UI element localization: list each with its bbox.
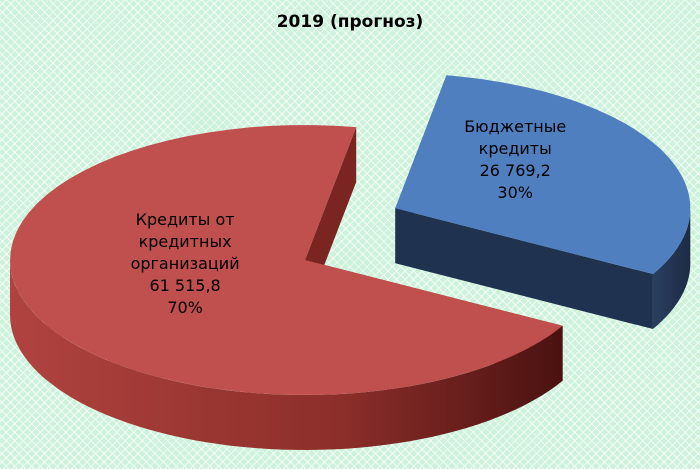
slice-label: Бюджетные кредиты 26 769,2 30%	[445, 116, 585, 204]
category-label: Кредиты от кредитных организаций	[130, 210, 240, 274]
data-label: 30%	[497, 183, 533, 203]
data-label: 26 769,2	[479, 161, 551, 181]
slice-wall	[652, 208, 691, 329]
category-label: Бюджетные кредиты	[464, 117, 567, 159]
slice	[10, 125, 563, 395]
data-label: 61 515,8	[149, 276, 221, 296]
data-label: 70%	[167, 298, 203, 318]
chart-title: 2019 (прогноз)	[276, 12, 424, 32]
slice-wall	[10, 260, 563, 450]
slice-side	[395, 208, 653, 330]
slice	[395, 75, 691, 274]
slice-label: Кредиты от кредитных организаций 61 515,8…	[115, 209, 255, 319]
